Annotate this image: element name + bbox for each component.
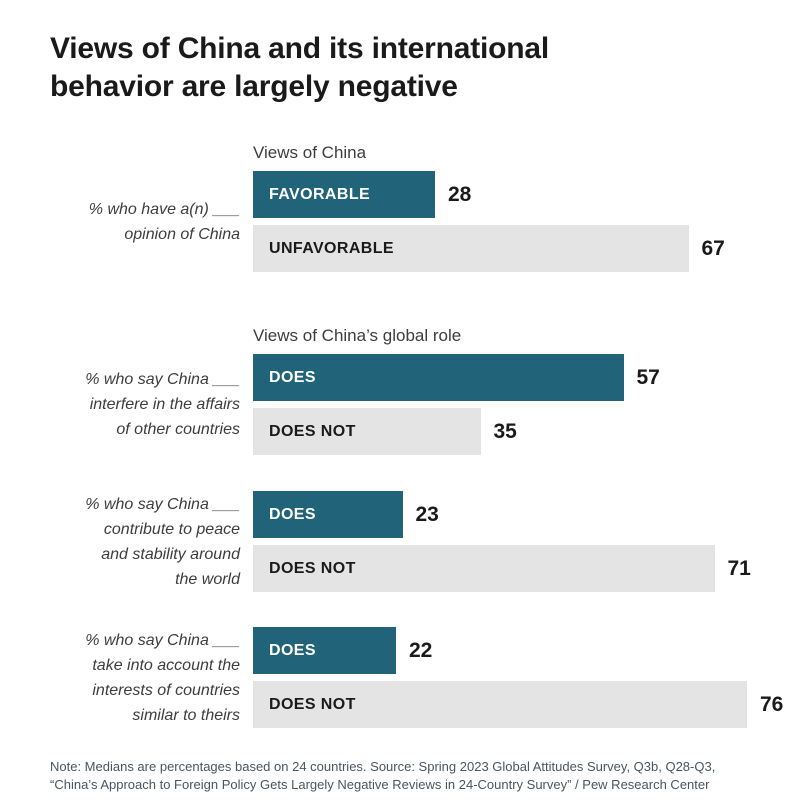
bar-label: UNFAVORABLE bbox=[269, 239, 394, 257]
bar-row: DOES 57 bbox=[253, 354, 770, 401]
section-header: Views of China’s global role bbox=[253, 326, 462, 345]
bar-row: FAVORABLE 28 bbox=[253, 171, 770, 218]
section-body: % who say China ___ interfere in the aff… bbox=[50, 354, 770, 455]
section-body: % who say China ___ contribute to peace … bbox=[50, 491, 770, 592]
bar-value: 23 bbox=[415, 502, 439, 526]
page-title: Views of China and its international beh… bbox=[50, 32, 549, 103]
bar-row: DOES 23 bbox=[253, 491, 770, 538]
bar-value: 71 bbox=[727, 556, 751, 580]
section-body: % who say China ___ take into account th… bbox=[50, 627, 783, 728]
bar-does: DOES bbox=[253, 354, 624, 401]
bar-favorable: FAVORABLE bbox=[253, 171, 435, 218]
section-header: Views of China bbox=[253, 143, 367, 162]
bar-value: 57 bbox=[636, 365, 660, 389]
bar-row: UNFAVORABLE 67 bbox=[253, 225, 770, 272]
bar-group: DOES 57 DOES NOT 35 bbox=[253, 354, 770, 455]
bar-does-not: DOES NOT bbox=[253, 681, 747, 728]
section-body: % who have a(n) ___ opinion of China FAV… bbox=[50, 171, 770, 272]
bar-unfavorable: UNFAVORABLE bbox=[253, 225, 689, 272]
bar-value: 67 bbox=[701, 236, 725, 260]
bar-group: FAVORABLE 28 UNFAVORABLE 67 bbox=[253, 171, 770, 272]
bar-value: 22 bbox=[409, 638, 433, 662]
bar-label: DOES bbox=[269, 505, 316, 523]
side-label: % who say China ___ take into account th… bbox=[85, 631, 240, 724]
bar-row: DOES 22 bbox=[253, 627, 783, 674]
side-label: % who have a(n) ___ opinion of China bbox=[88, 200, 240, 243]
bar-label: DOES bbox=[269, 641, 316, 659]
bar-row: DOES NOT 76 bbox=[253, 681, 783, 728]
bar-does-not: DOES NOT bbox=[253, 545, 715, 592]
bar-group: DOES 23 DOES NOT 71 bbox=[253, 491, 770, 592]
section-contribute-to-peace: % who say China ___ contribute to peace … bbox=[50, 491, 770, 592]
footer-note: Note: Medians are percentages based on 2… bbox=[50, 759, 716, 793]
bar-group: DOES 22 DOES NOT 76 bbox=[253, 627, 783, 728]
bar-label: DOES NOT bbox=[269, 422, 356, 440]
section-global-role-interfere: Views of China’s global role % who say C… bbox=[50, 326, 770, 455]
bar-value: 76 bbox=[760, 692, 784, 716]
section-take-into-account: % who say China ___ take into account th… bbox=[50, 627, 783, 728]
bar-value: 28 bbox=[448, 182, 472, 206]
side-label: % who say China ___ contribute to peace … bbox=[85, 495, 240, 588]
bar-label: FAVORABLE bbox=[269, 185, 371, 203]
bar-label: DOES bbox=[269, 368, 316, 386]
bar-label: DOES NOT bbox=[269, 559, 356, 577]
bar-row: DOES NOT 35 bbox=[253, 408, 770, 455]
bar-row: DOES NOT 71 bbox=[253, 545, 770, 592]
section-header-row: Views of China bbox=[253, 143, 770, 163]
section-views-of-china: Views of China % who have a(n) ___ opini… bbox=[50, 143, 770, 272]
side-label: % who say China ___ interfere in the aff… bbox=[85, 371, 240, 438]
bar-does: DOES bbox=[253, 491, 403, 538]
section-header-row: Views of China’s global role bbox=[253, 326, 770, 346]
bar-does: DOES bbox=[253, 627, 396, 674]
bar-does-not: DOES NOT bbox=[253, 408, 481, 455]
bar-label: DOES NOT bbox=[269, 695, 356, 713]
bar-value: 35 bbox=[493, 419, 517, 443]
